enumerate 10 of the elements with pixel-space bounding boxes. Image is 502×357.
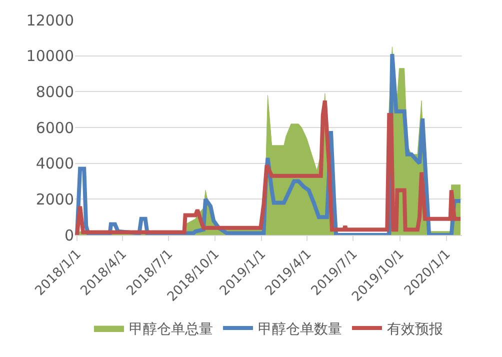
y-tick-label: 8000 xyxy=(36,82,74,101)
legend-label: 甲醇仓单数量 xyxy=(258,321,342,338)
y-tick-label: 2000 xyxy=(36,190,74,208)
y-tick-label: 6000 xyxy=(36,118,74,137)
legend-label: 有效预报 xyxy=(387,321,443,338)
y-tick-label: 12000 xyxy=(26,11,74,30)
y-tick-label: 10000 xyxy=(26,47,74,66)
y-tick-label: 4000 xyxy=(36,154,74,173)
legend-label: 甲醇仓单总量 xyxy=(129,321,213,338)
y-tick-label: 0 xyxy=(64,226,74,244)
